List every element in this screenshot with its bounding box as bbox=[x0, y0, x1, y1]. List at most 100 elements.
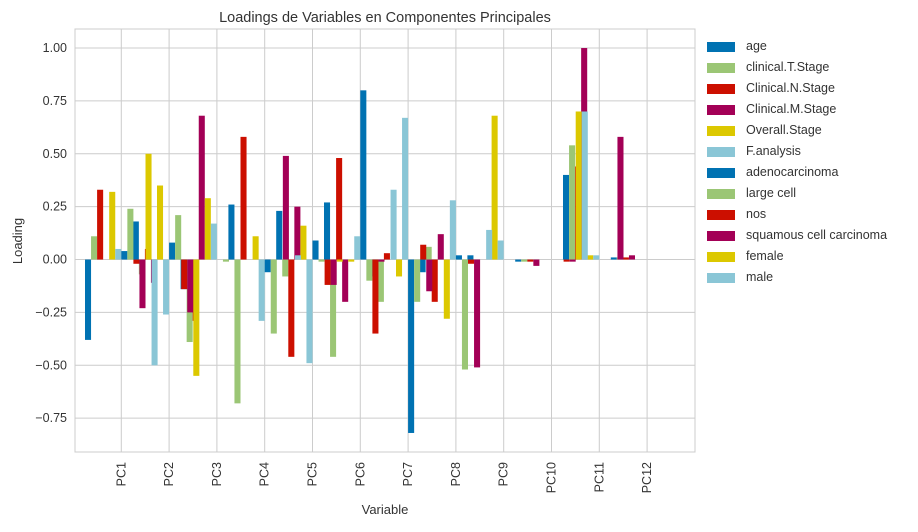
bar bbox=[563, 259, 570, 262]
x-tick-label: PC9 bbox=[497, 462, 511, 486]
legend-swatch bbox=[707, 147, 735, 157]
x-tick-label: PC3 bbox=[210, 462, 224, 486]
bar bbox=[198, 115, 205, 260]
legend-item: large cell bbox=[699, 183, 911, 204]
bar bbox=[282, 155, 289, 260]
bar bbox=[258, 259, 265, 321]
bar bbox=[85, 259, 92, 340]
bar bbox=[587, 255, 594, 260]
bar bbox=[234, 259, 241, 404]
bar bbox=[533, 259, 540, 266]
bars-layer bbox=[85, 48, 635, 433]
bar bbox=[425, 246, 432, 260]
x-tick-label: PC10 bbox=[545, 462, 559, 493]
y-tick-label: 0.50 bbox=[43, 147, 67, 161]
bar bbox=[306, 259, 313, 364]
bar bbox=[581, 111, 588, 260]
bar bbox=[324, 202, 331, 260]
y-tick-label: 1.00 bbox=[43, 41, 67, 55]
legend-swatch bbox=[707, 168, 735, 178]
bar bbox=[366, 259, 373, 281]
bar bbox=[157, 185, 164, 260]
bar bbox=[276, 210, 283, 260]
bar bbox=[610, 257, 617, 260]
bar bbox=[431, 259, 438, 302]
x-tick-label: PC4 bbox=[258, 462, 272, 486]
bar bbox=[294, 255, 301, 260]
bar bbox=[330, 259, 337, 285]
bar bbox=[569, 259, 576, 262]
bar bbox=[91, 236, 98, 260]
x-tick-label: PC1 bbox=[114, 462, 128, 486]
legend-swatch bbox=[707, 189, 735, 199]
x-tick-label: PC12 bbox=[640, 462, 654, 493]
bar bbox=[312, 240, 319, 260]
legend-item: female bbox=[699, 246, 911, 267]
legend-swatch bbox=[707, 105, 735, 115]
bar bbox=[240, 136, 247, 260]
legend-item: Clinical.M.Stage bbox=[699, 99, 911, 120]
bar bbox=[133, 259, 140, 264]
bar bbox=[318, 259, 325, 262]
x-axis-label: Variable bbox=[362, 502, 409, 517]
bar bbox=[348, 259, 355, 262]
bar bbox=[515, 259, 522, 262]
legend-swatch bbox=[707, 126, 735, 136]
legend-label: Overall.Stage bbox=[746, 123, 822, 137]
x-tick-label: PC5 bbox=[306, 462, 320, 486]
legend-swatch bbox=[707, 273, 735, 283]
bar bbox=[491, 115, 498, 260]
legend-label: age bbox=[746, 39, 767, 53]
bar bbox=[617, 136, 624, 260]
x-tick-label: PC2 bbox=[162, 462, 176, 486]
legend-label: clinical.T.Stage bbox=[746, 60, 830, 74]
x-tick-label: PC8 bbox=[449, 462, 463, 486]
legend-item: nos bbox=[699, 204, 911, 225]
bar bbox=[360, 90, 367, 260]
bar bbox=[264, 259, 271, 273]
y-tick-label: −0.25 bbox=[35, 305, 67, 319]
bar bbox=[324, 259, 331, 285]
legend-label: large cell bbox=[746, 186, 797, 200]
bar bbox=[175, 215, 182, 260]
legend-swatch bbox=[707, 42, 735, 52]
bar bbox=[97, 189, 104, 260]
bar bbox=[294, 206, 301, 260]
bar bbox=[193, 259, 200, 376]
bar bbox=[628, 255, 635, 260]
bar bbox=[396, 259, 403, 277]
legend-label: Clinical.N.Stage bbox=[746, 81, 835, 95]
chart-title: Loadings de Variables en Componentes Pri… bbox=[219, 10, 551, 26]
bar bbox=[408, 259, 415, 433]
bar bbox=[443, 259, 450, 319]
bar bbox=[282, 259, 289, 277]
x-tick-label: PC7 bbox=[401, 462, 415, 486]
bar bbox=[622, 257, 629, 260]
legend-item: male bbox=[699, 267, 911, 288]
legend-label: F.analysis bbox=[746, 144, 801, 158]
bar bbox=[127, 208, 134, 260]
legend-label: female bbox=[746, 249, 784, 263]
legend-label: male bbox=[746, 270, 774, 284]
legend-item: squamous cell carcinoma bbox=[699, 225, 911, 246]
legend-label: adenocarcinoma bbox=[746, 165, 839, 179]
bar bbox=[204, 198, 211, 260]
bar bbox=[467, 255, 474, 260]
bar bbox=[145, 153, 152, 260]
bar bbox=[222, 259, 229, 262]
bar bbox=[377, 259, 384, 302]
legend-item: age bbox=[699, 36, 911, 57]
y-tick-label: 0.00 bbox=[43, 253, 67, 267]
bar bbox=[181, 259, 188, 290]
bar bbox=[210, 223, 217, 260]
bar bbox=[402, 117, 409, 260]
bar bbox=[426, 259, 433, 292]
bar bbox=[336, 259, 343, 262]
legend-swatch bbox=[707, 84, 735, 94]
bar bbox=[497, 240, 504, 260]
bar bbox=[187, 259, 194, 313]
bar bbox=[109, 191, 116, 260]
legend-item: adenocarcinoma bbox=[699, 162, 911, 183]
